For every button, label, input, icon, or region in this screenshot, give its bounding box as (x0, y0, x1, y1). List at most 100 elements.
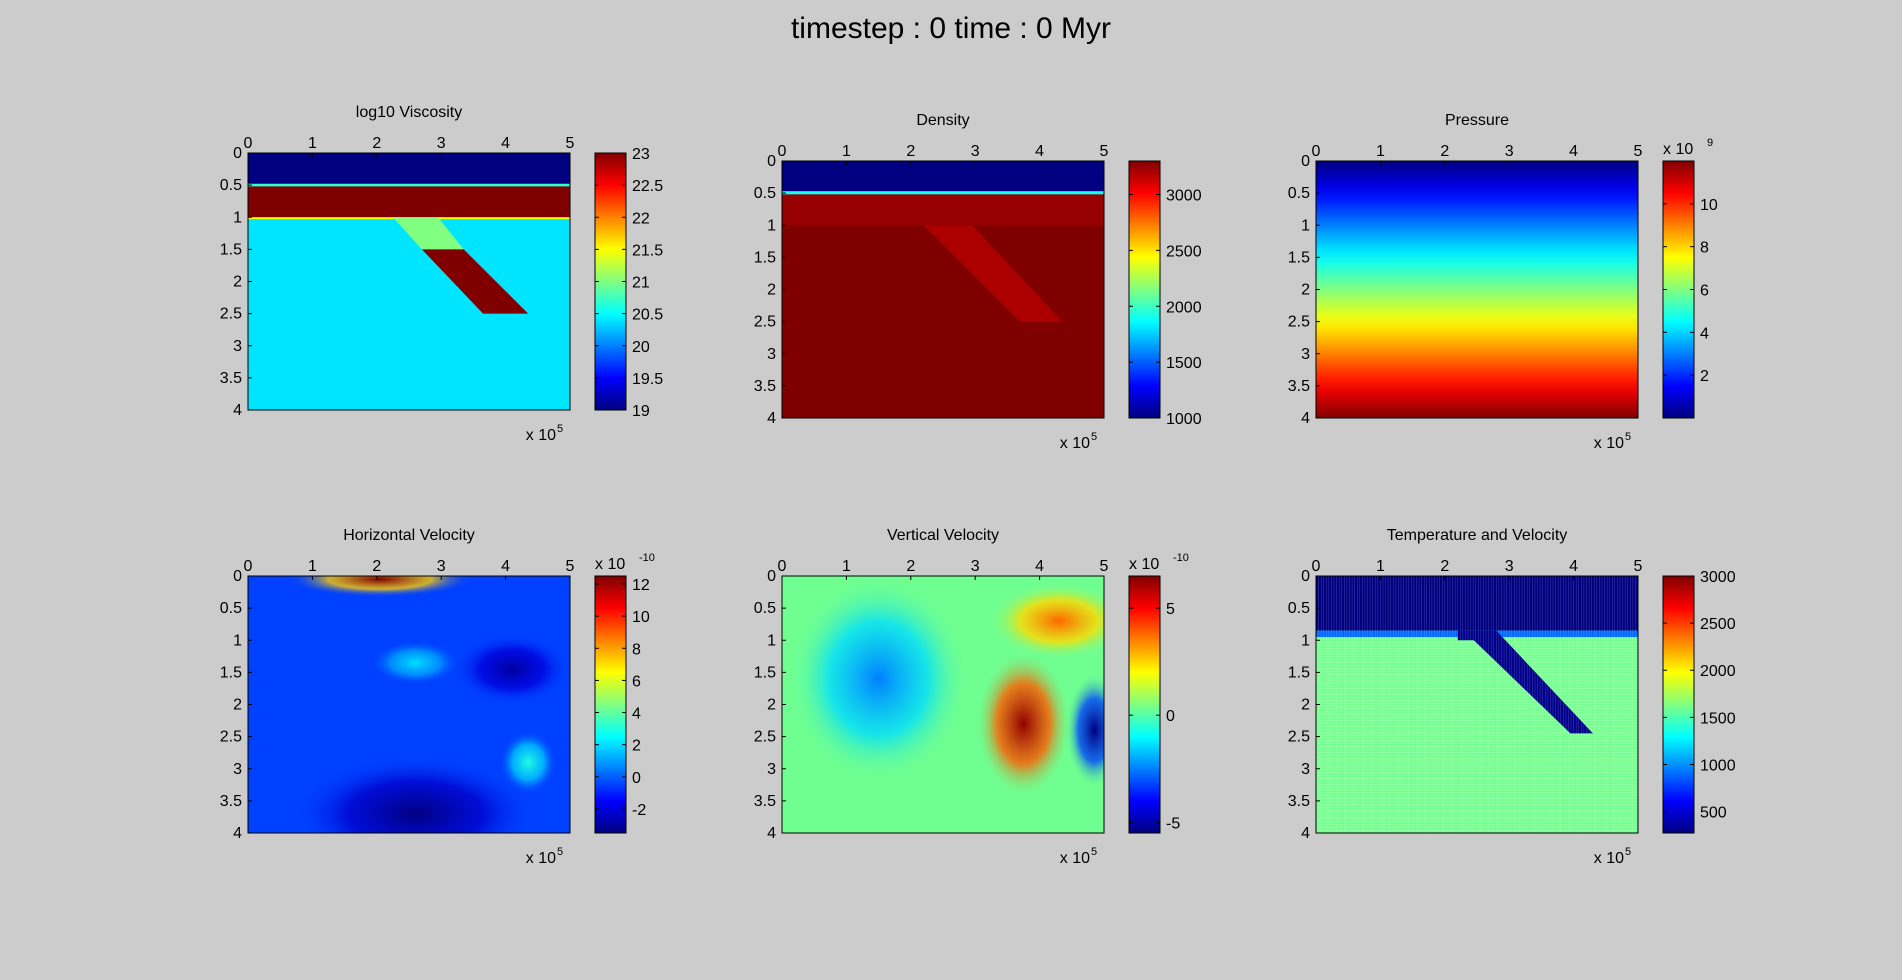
x-tick-label: 3 (437, 558, 446, 575)
y-tick-label: 2.5 (220, 729, 242, 746)
y-tick-label: 0.5 (220, 600, 242, 617)
colorbar-tick-label: 20.5 (632, 307, 663, 324)
field-band (248, 186, 570, 218)
x-tick-label: 0 (778, 558, 787, 575)
x-tick-label: 2 (372, 135, 381, 152)
x-exponent-power: 5 (1625, 846, 1631, 858)
panel-5: Vertical Velocity 0 1 2 3 4 5 0 0.5 1 1.5 2 2.5 3 3.5 4… (754, 527, 1189, 867)
colorbar-exponent-label: x 10 (1663, 141, 1693, 158)
y-tick-label: 2 (767, 282, 776, 299)
x-tick-label: 4 (1035, 558, 1044, 575)
panel-title: Horizontal Velocity (343, 527, 475, 544)
x-tick-label: 1 (308, 135, 317, 152)
x-exponent-power: 5 (1625, 431, 1631, 443)
y-tick-label: 3 (1301, 761, 1310, 778)
y-tick-label: 3.5 (220, 370, 242, 387)
y-tick-label: 2.5 (754, 729, 776, 746)
y-tick-label: 3 (767, 761, 776, 778)
x-tick-label: 0 (244, 135, 253, 152)
figure-title: timestep : 0 time : 0 Myr (790, 12, 1112, 45)
colorbar-exponent-label: x 10 (595, 556, 625, 573)
x-tick-label: 4 (501, 558, 510, 575)
x-tick-label: 4 (1569, 558, 1578, 575)
colorbar-tick-label: 8 (1700, 240, 1709, 257)
colorbar-tick-label: 1500 (1700, 710, 1736, 727)
field-blob (286, 576, 474, 598)
colorbar-tick-label: 21 (632, 275, 650, 292)
x-exponent-label: x 10 (1594, 435, 1624, 452)
colorbar-exponent-power: -10 (639, 552, 655, 564)
y-tick-label: 0 (1301, 568, 1310, 585)
y-tick-label: 1 (767, 632, 776, 649)
field-1 (248, 153, 570, 410)
x-tick-label: 2 (906, 143, 915, 160)
x-tick-label: 1 (1376, 558, 1385, 575)
x-tick-label: 4 (1569, 143, 1578, 160)
colorbar-tick-label: 1500 (1166, 355, 1202, 372)
y-tick-label: 4 (767, 410, 776, 427)
field-band (248, 153, 570, 184)
field-6 (1316, 576, 1638, 833)
y-tick-label: 4 (233, 402, 242, 419)
y-tick-label: 1 (767, 217, 776, 234)
field-5 (782, 576, 1104, 833)
colorbar-tick-label: 22 (632, 210, 650, 227)
field-slab (1457, 630, 1593, 734)
y-tick-label: 3.5 (1288, 378, 1310, 395)
field-blob (1065, 672, 1104, 789)
x-exponent-power: 5 (557, 846, 563, 858)
colorbar (594, 152, 627, 411)
colorbar-tick-label: 5 (1166, 601, 1175, 618)
y-tick-label: 0.5 (220, 177, 242, 194)
x-exponent-label: x 10 (526, 850, 556, 867)
y-tick-label: 4 (1301, 825, 1310, 842)
y-tick-label: 0.5 (1288, 600, 1310, 617)
panel-title: Vertical Velocity (887, 527, 999, 544)
y-tick-label: 2.5 (1288, 314, 1310, 331)
y-tick-label: 4 (767, 825, 776, 842)
field-blob (988, 582, 1104, 660)
field-blob (454, 633, 570, 705)
x-tick-label: 0 (1312, 558, 1321, 575)
y-tick-label: 0 (233, 145, 242, 162)
y-tick-label: 1.5 (220, 241, 242, 258)
colorbar-tick-label: 6 (1700, 283, 1709, 300)
colorbar-tick-label: 10 (632, 609, 650, 626)
colorbar-tick-label: 3000 (1166, 188, 1202, 205)
colorbar-tick-label: 2000 (1700, 663, 1736, 680)
colorbar-tick-label: 500 (1700, 805, 1727, 822)
x-tick-label: 5 (566, 558, 575, 575)
y-tick-label: 2 (233, 697, 242, 714)
x-tick-label: 4 (501, 135, 510, 152)
x-tick-label: 2 (906, 558, 915, 575)
field-band (248, 183, 570, 187)
field-blob (788, 576, 969, 782)
field-band (782, 191, 1104, 195)
colorbar-tick-label: 20 (632, 339, 650, 356)
panel-title: Density (916, 112, 969, 129)
y-tick-label: 3.5 (220, 793, 242, 810)
x-tick-label: 3 (971, 558, 980, 575)
colorbar-tick-label: 4 (632, 706, 641, 723)
colorbar-tick-label: 22.5 (632, 178, 663, 195)
colorbar-tick-label: -5 (1166, 815, 1180, 832)
y-tick-label: 2 (233, 274, 242, 291)
panel-title: log10 Viscosity (356, 104, 462, 121)
x-tick-label: 1 (842, 558, 851, 575)
y-tick-label: 1.5 (754, 664, 776, 681)
x-tick-label: 2 (1440, 558, 1449, 575)
y-tick-label: 0.5 (754, 185, 776, 202)
y-tick-label: 0 (1301, 153, 1310, 170)
colorbar-tick-label: 6 (632, 673, 641, 690)
colorbar-tick-label: -2 (632, 802, 646, 819)
y-tick-label: 2 (767, 697, 776, 714)
panel-title: Pressure (1445, 112, 1509, 129)
colorbar-tick-label: 0 (632, 770, 641, 787)
colorbar-tick-label: 12 (632, 577, 650, 594)
colorbar-tick-label: 21.5 (632, 242, 663, 259)
x-exponent-label: x 10 (1594, 850, 1624, 867)
field-blob (293, 755, 538, 833)
